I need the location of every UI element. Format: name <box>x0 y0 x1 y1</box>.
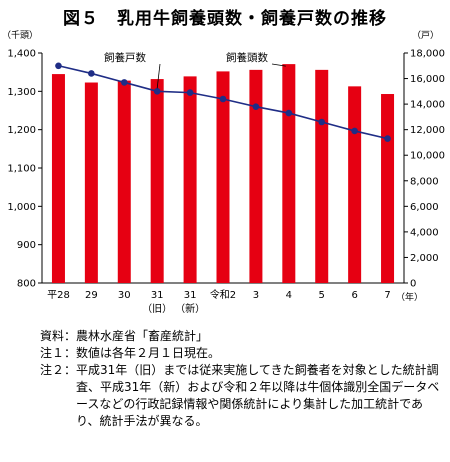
y-right-tick-label: 8,000 <box>410 176 439 187</box>
x-tick-label: 5 <box>319 290 325 301</box>
x-tick-label: 令和2 <box>210 288 236 301</box>
y-left-tick-label: 1,200 <box>7 125 36 136</box>
combo-chart: （千頭） （戸） （年） 800 900 1,000 1,100 1,200 1,300 1… <box>2 30 445 315</box>
y-right-tick-label: 10,000 <box>410 151 445 162</box>
y-left-tick-label: 1,100 <box>7 164 36 175</box>
bar <box>84 82 98 283</box>
line-point <box>219 95 227 103</box>
line-point <box>351 127 358 135</box>
y-right-tick-label: 14,000 <box>410 100 445 111</box>
x-tick-label: 6 <box>351 290 357 301</box>
note-2: 注２： 平成31年（旧）までは従来実施してきた飼養者を対象とした統計調査、平成3… <box>40 362 444 430</box>
line-point <box>252 103 260 110</box>
y-left-tick-label: 1,300 <box>7 87 36 98</box>
x-tick-label: 4 <box>286 290 292 301</box>
line-point <box>88 70 95 77</box>
bar <box>381 94 395 284</box>
chart-title: 図５ 乳用牛飼養頭数・飼養戸数の推移 <box>63 9 387 29</box>
line-point <box>285 109 293 117</box>
bar <box>348 86 362 283</box>
bar <box>183 76 197 283</box>
legend-head-label: 飼養頭数 <box>226 51 268 64</box>
line-point <box>186 89 194 96</box>
y-right-tick-label: 18,000 <box>410 49 445 60</box>
bar <box>282 64 296 283</box>
line-point <box>153 88 161 95</box>
y-right-tick-label: 4,000 <box>410 227 439 238</box>
x-tick-label: 29 <box>85 290 98 301</box>
line-point <box>384 135 391 142</box>
notes: 資料： 農林水産省「畜産統計」 注１： 数値は各年２月１日現在。 注２： 平成3… <box>40 328 444 430</box>
note-text: 平成31年（旧）までは従来実施してきた飼養者を対象とした統計調査、平成31年（新… <box>76 363 440 428</box>
x-tick-label: 7 <box>384 290 390 301</box>
bar <box>51 74 65 283</box>
y-right-tick-label: 6,000 <box>410 202 439 213</box>
legend-head-leader <box>271 63 286 67</box>
x-tick-sublabel: （新） <box>175 302 205 315</box>
y-right-tick-label: 16,000 <box>410 74 445 85</box>
legend-households-leader <box>156 63 161 89</box>
note-label: 注１： <box>40 346 77 360</box>
bar <box>315 69 329 283</box>
y-left-tick-label: 1,000 <box>7 202 36 213</box>
note-label: 注２： <box>40 363 77 377</box>
note-label: 資料： <box>40 329 77 343</box>
note-1: 注１： 数値は各年２月１日現在。 <box>40 345 444 362</box>
note-text: 農林水産省「畜産統計」 <box>76 329 209 343</box>
bar <box>150 79 164 283</box>
x-tick-sublabel: （旧） <box>142 303 172 315</box>
note-source: 資料： 農林水産省「畜産統計」 <box>40 328 444 345</box>
x-tick-label: 3 <box>253 290 259 301</box>
note-text: 数値は各年２月１日現在。 <box>76 346 221 360</box>
bar <box>216 71 230 284</box>
bar <box>117 80 131 283</box>
y-left-tick-label: 800 <box>17 279 36 290</box>
line-point <box>120 79 128 86</box>
x-tick-label: 平28 <box>47 290 70 301</box>
x-tick-label: 30 <box>118 290 131 301</box>
y-left-tick-label: 1,400 <box>7 49 36 60</box>
x-tick-label: 31 <box>184 290 197 301</box>
y-right-tick-label: 2,000 <box>410 253 439 264</box>
y-left-unit: （千頭） <box>2 30 38 41</box>
y-right-tick-label: 0 <box>410 279 416 290</box>
y-right-unit: （戸） <box>412 30 439 41</box>
y-right-tick-label: 12,000 <box>410 125 445 136</box>
x-unit: （年） <box>396 291 423 303</box>
bar <box>249 69 263 283</box>
x-tick-label: 31 <box>151 290 164 301</box>
line-point <box>318 118 326 126</box>
legend-households-label: 飼養戸数 <box>104 51 146 64</box>
line-point <box>55 62 62 70</box>
y-left-tick-label: 900 <box>17 240 36 251</box>
